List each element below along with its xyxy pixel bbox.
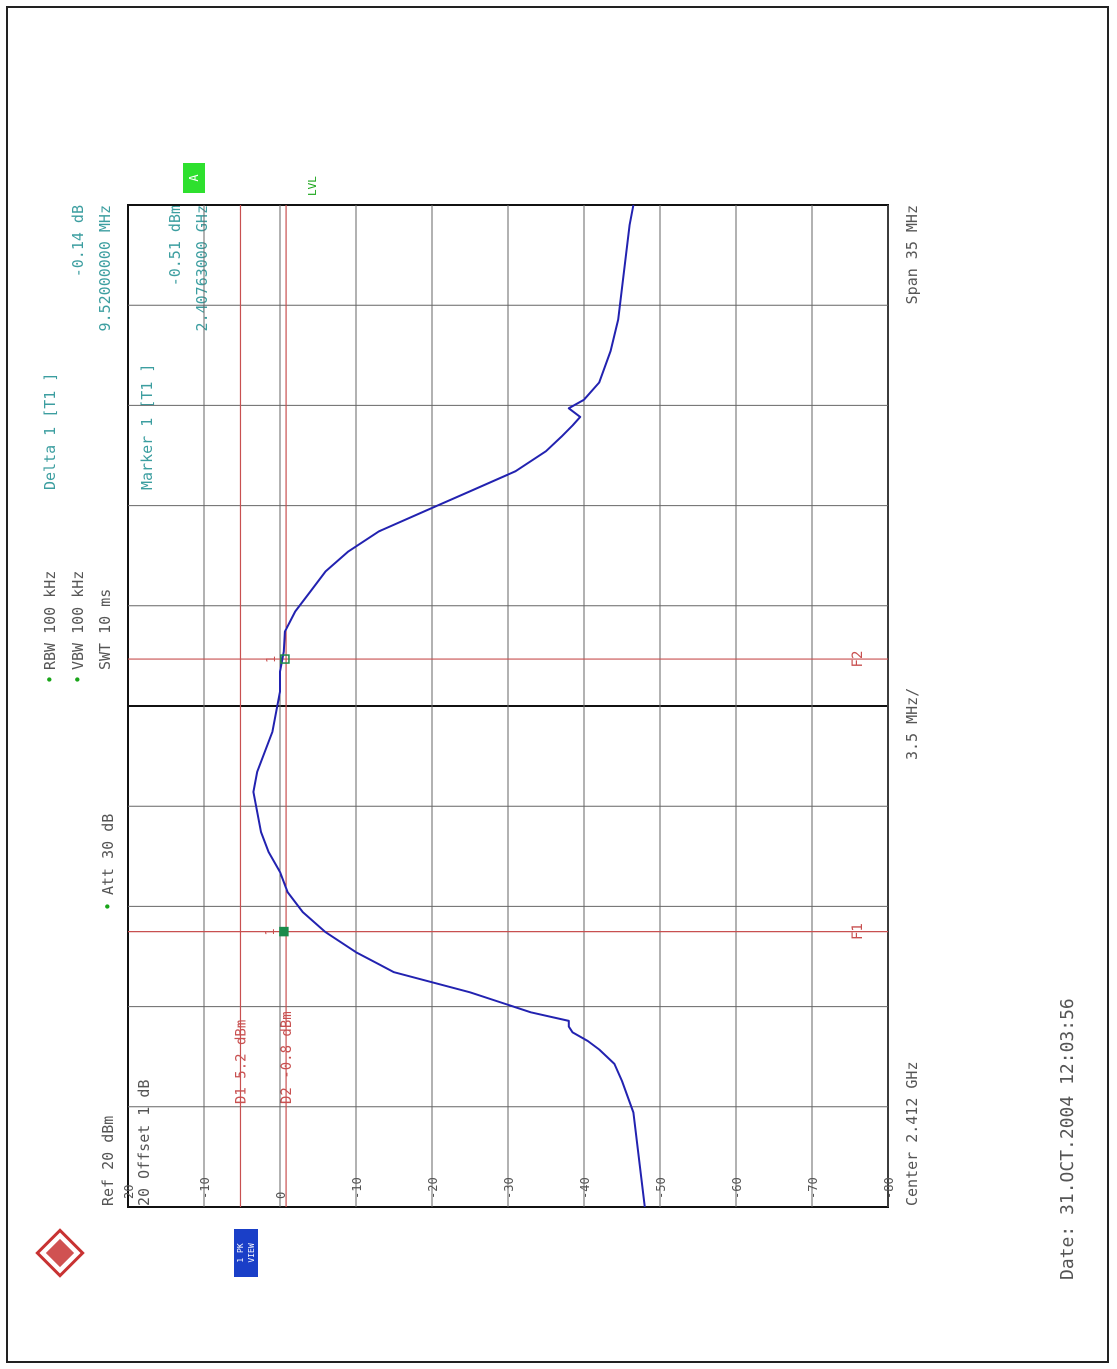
level-tick-label: -80 xyxy=(882,1177,896,1199)
marker-title: Marker 1 [T1 ] xyxy=(138,364,156,490)
rbw-label: RBW 100 kHz xyxy=(41,571,59,670)
vbw-bullet: • xyxy=(69,675,87,684)
per-division: 3.5 MHz/ xyxy=(903,688,921,760)
level-tick-label: -50 xyxy=(654,1177,668,1199)
vbw-label: VBW 100 kHz xyxy=(69,571,87,670)
display-line-label: D2 -0.8 dBm xyxy=(279,1011,295,1104)
att-bullet: • xyxy=(99,902,117,911)
header-annotations: Ref 20 dBm 20 Offset 1 dB • Att 30 dB • … xyxy=(41,163,319,1206)
marker-level: -0.51 dBm xyxy=(166,205,184,286)
center-freq: Center 2.412 GHz xyxy=(903,1062,921,1207)
frequency-line-label: F2 xyxy=(850,651,866,668)
offset-label: 20 Offset 1 dB xyxy=(135,1080,153,1206)
badge-a-bg xyxy=(183,163,205,193)
marker-point xyxy=(280,654,290,664)
footer-annotations: Center 2.412 GHz 3.5 MHz/ Span 35 MHz Da… xyxy=(903,205,1078,1280)
level-tick-label: 20 xyxy=(122,1185,136,1199)
badge-a: A xyxy=(183,163,205,193)
level-tick-label: -70 xyxy=(806,1177,820,1199)
trace-mode-line2: VIEW xyxy=(247,1243,256,1262)
delta-freq: 9.52000000 MHz xyxy=(96,205,114,331)
delta-title: Delta 1 [T1 ] xyxy=(41,373,59,490)
display-line-label: D1 5.2 dBm xyxy=(233,1020,249,1104)
att-label: Att 30 dB xyxy=(99,814,117,895)
level-tick-label: -20 xyxy=(426,1177,440,1199)
level-tick-label: -30 xyxy=(502,1177,516,1199)
delta-level: -0.14 dB xyxy=(69,205,87,277)
marker-label: 1 xyxy=(264,656,278,663)
spectrum-trace xyxy=(252,204,646,1208)
badge-a-label: A xyxy=(187,174,201,182)
plot-area: 20 -10 0 -10 -20 -30 -40 -50 -60 -70 -80 D1 5.2 dBm… xyxy=(122,204,896,1208)
level-tick-label: -10 xyxy=(350,1177,364,1199)
trace-mode-badge: 1 PK VIEW xyxy=(234,1229,258,1277)
frequency-line-label: F1 xyxy=(850,923,866,940)
level-tick-label: 0 xyxy=(274,1192,288,1199)
page-frame xyxy=(6,6,1109,1363)
marker-point xyxy=(279,926,289,937)
level-tick-label: -10 xyxy=(198,1177,212,1199)
rs-logo-icon xyxy=(35,1228,85,1278)
swt-label: SWT 10 ms xyxy=(96,589,114,670)
rbw-bullet: • xyxy=(41,675,59,684)
level-tick-label: -40 xyxy=(578,1177,592,1199)
date-stamp: Date: 31.OCT.2004 12:03:56 xyxy=(1057,998,1078,1280)
marker-label: 1 xyxy=(263,928,277,935)
trace-mode-line1: 1 PK xyxy=(236,1243,245,1262)
level-tick-label: -60 xyxy=(730,1177,744,1199)
lvl-label: LVL xyxy=(306,176,319,196)
marker-freq: 2.40763000 GHz xyxy=(193,205,211,331)
ref-level: Ref 20 dBm xyxy=(99,1116,117,1206)
span-label: Span 35 MHz xyxy=(903,205,921,304)
trace-mode-badge-bg xyxy=(234,1229,258,1277)
